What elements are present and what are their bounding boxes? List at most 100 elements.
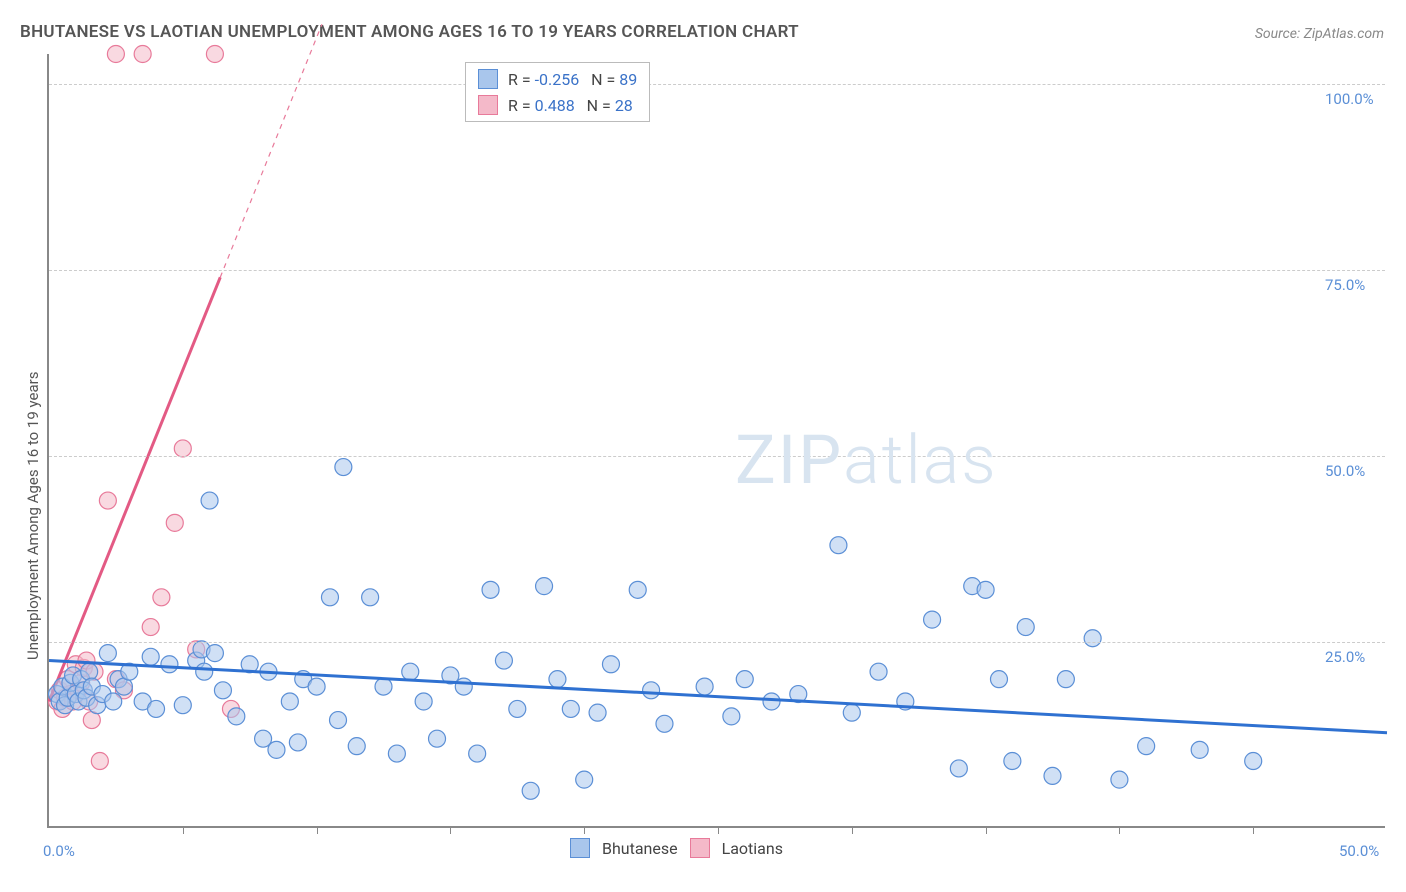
data-point-bhutanese [870, 663, 887, 680]
data-point-bhutanese [1245, 753, 1262, 770]
x-tick [584, 826, 585, 834]
legend-series-label: Laotians [722, 839, 783, 858]
data-point-bhutanese [228, 708, 245, 725]
x-axis-origin-label: 0.0% [43, 842, 75, 860]
x-tick [852, 826, 853, 834]
data-point-bhutanese [536, 578, 553, 595]
y-tick-label: 75.0% [1325, 276, 1365, 294]
data-point-bhutanese [576, 771, 593, 788]
plot-area [47, 54, 1385, 828]
data-point-laotians [107, 46, 124, 63]
data-point-bhutanese [321, 589, 338, 606]
x-tick [986, 826, 987, 834]
data-point-bhutanese [763, 693, 780, 710]
data-point-bhutanese [105, 693, 122, 710]
data-point-bhutanese [1017, 619, 1034, 636]
data-point-bhutanese [843, 704, 860, 721]
data-point-bhutanese [99, 645, 116, 662]
data-point-bhutanese [455, 678, 472, 695]
series-legend: Bhutanese Laotians [570, 838, 783, 858]
data-point-bhutanese [924, 611, 941, 628]
data-point-bhutanese [335, 459, 352, 476]
data-point-bhutanese [330, 712, 347, 729]
chart-svg [49, 54, 1385, 826]
data-point-bhutanese [1084, 630, 1101, 647]
legend-stats-text: R = 0.488 N = 28 [508, 96, 633, 115]
y-tick-label: 50.0% [1325, 462, 1365, 480]
data-point-bhutanese [214, 682, 231, 699]
data-point-bhutanese [281, 693, 298, 710]
x-tick [1119, 826, 1120, 834]
data-point-bhutanese [990, 671, 1007, 688]
data-point-bhutanese [289, 734, 306, 751]
data-point-bhutanese [1044, 767, 1061, 784]
data-point-bhutanese [495, 652, 512, 669]
gridline [49, 270, 1385, 271]
data-point-bhutanese [602, 656, 619, 673]
data-point-bhutanese [522, 782, 539, 799]
data-point-laotians [99, 492, 116, 509]
data-point-bhutanese [348, 738, 365, 755]
legend-stats-text: R = -0.256 N = 89 [508, 70, 637, 89]
data-point-bhutanese [161, 656, 178, 673]
data-point-bhutanese [1111, 771, 1128, 788]
stats-legend-row: R = 0.488 N = 28 [478, 95, 633, 115]
gridline [49, 642, 1385, 643]
data-point-bhutanese [643, 682, 660, 699]
data-point-bhutanese [196, 663, 213, 680]
data-point-bhutanese [81, 663, 98, 680]
data-point-bhutanese [589, 704, 606, 721]
data-point-bhutanese [509, 700, 526, 717]
data-point-bhutanese [482, 581, 499, 598]
data-point-laotians [91, 753, 108, 770]
data-point-bhutanese [388, 745, 405, 762]
x-tick [317, 826, 318, 834]
legend-swatch [478, 95, 498, 115]
y-tick-label: 100.0% [1325, 90, 1374, 108]
data-point-bhutanese [549, 671, 566, 688]
data-point-bhutanese [402, 663, 419, 680]
data-point-laotians [153, 589, 170, 606]
x-tick [718, 826, 719, 834]
legend-swatch [690, 838, 710, 858]
data-point-bhutanese [1004, 753, 1021, 770]
y-axis-label: Unemployment Among Ages 16 to 19 years [24, 372, 42, 660]
data-point-bhutanese [950, 760, 967, 777]
data-point-bhutanese [206, 645, 223, 662]
data-point-bhutanese [723, 708, 740, 725]
data-point-bhutanese [429, 730, 446, 747]
data-point-bhutanese [977, 581, 994, 598]
data-point-bhutanese [1191, 741, 1208, 758]
data-point-bhutanese [174, 697, 191, 714]
legend-series-label: Bhutanese [602, 839, 678, 858]
data-point-bhutanese [830, 537, 847, 554]
data-point-bhutanese [562, 700, 579, 717]
chart-title: BHUTANESE VS LAOTIAN UNEMPLOYMENT AMONG … [20, 22, 799, 42]
gridline [49, 84, 1385, 85]
data-point-laotians [174, 440, 191, 457]
data-point-bhutanese [142, 648, 159, 665]
data-point-bhutanese [736, 671, 753, 688]
data-point-bhutanese [268, 741, 285, 758]
source-attribution: Source: ZipAtlas.com [1255, 26, 1384, 42]
data-point-bhutanese [201, 492, 218, 509]
data-point-bhutanese [415, 693, 432, 710]
data-point-bhutanese [375, 678, 392, 695]
data-point-bhutanese [696, 678, 713, 695]
gridline [49, 456, 1385, 457]
legend-swatch [478, 69, 498, 89]
data-point-bhutanese [362, 589, 379, 606]
y-tick-label: 25.0% [1325, 648, 1365, 666]
data-point-bhutanese [308, 678, 325, 695]
x-tick [450, 826, 451, 834]
x-tick [1253, 826, 1254, 834]
data-point-bhutanese [1057, 671, 1074, 688]
x-axis-max-label: 50.0% [1339, 842, 1379, 860]
x-tick [183, 826, 184, 834]
data-point-laotians [206, 46, 223, 63]
data-point-bhutanese [629, 581, 646, 598]
data-point-bhutanese [148, 700, 165, 717]
data-point-bhutanese [656, 715, 673, 732]
data-point-laotians [134, 46, 151, 63]
stats-legend: R = -0.256 N = 89 R = 0.488 N = 28 [465, 62, 650, 122]
